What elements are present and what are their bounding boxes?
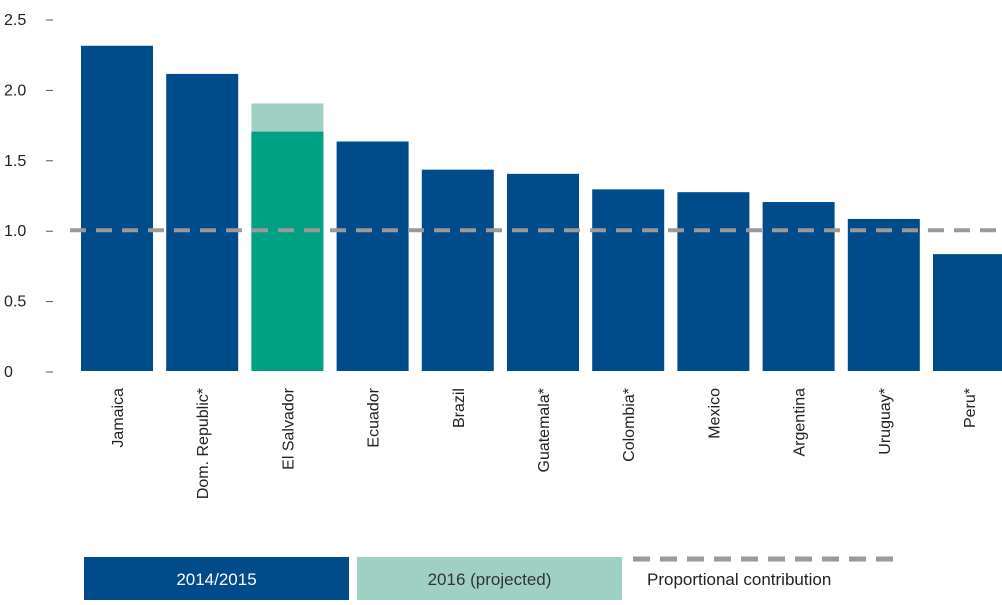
y-tick-label: 1.5 (4, 153, 26, 170)
bar-2014-2015 (762, 202, 835, 371)
legend-label-reference: Proportional contribution (647, 570, 831, 589)
x-tick-label: El Salvador (280, 387, 297, 469)
bar-2014-2015 (592, 189, 665, 371)
legend-label-2014-2015: 2014/2015 (176, 570, 256, 589)
bar-2014-2015 (847, 218, 920, 371)
x-tick-label: Mexico (706, 388, 723, 439)
bar-2014-2015 (251, 131, 324, 371)
x-tick-label: Argentina (792, 388, 809, 457)
x-tick-label: Ecuador (366, 387, 383, 447)
y-tick-label: 2.0 (4, 82, 26, 99)
legend-label-2016-projected: 2016 (projected) (428, 570, 552, 589)
x-tick-label: Guatemala* (536, 388, 553, 473)
bar-2014-2015 (933, 254, 1002, 371)
y-tick-label: 0.5 (4, 294, 26, 311)
legend-swatch-2016-projected (357, 557, 622, 600)
y-tick-label: 0 (4, 364, 13, 381)
bar-2014-2015 (81, 45, 153, 371)
y-tick-label: 2.5 (4, 12, 26, 29)
bar-2014-2015 (166, 73, 239, 372)
x-tick-label: Colombia* (621, 388, 638, 462)
x-tick-label: Peru* (962, 388, 979, 428)
bar-2014-2015 (677, 192, 750, 371)
y-tick-label: 1.0 (4, 223, 26, 240)
x-tick-label: Brazil (451, 388, 468, 428)
bar-2014-2015 (507, 173, 579, 371)
bar-2014-2015 (421, 169, 494, 371)
x-tick-label: Uruguay* (877, 388, 894, 455)
x-tick-label: Jamaica (110, 388, 127, 448)
bar-2014-2015 (336, 141, 409, 371)
x-tick-label: Dom. Republic* (195, 388, 212, 499)
legend-swatch-2014-2015 (84, 557, 349, 600)
